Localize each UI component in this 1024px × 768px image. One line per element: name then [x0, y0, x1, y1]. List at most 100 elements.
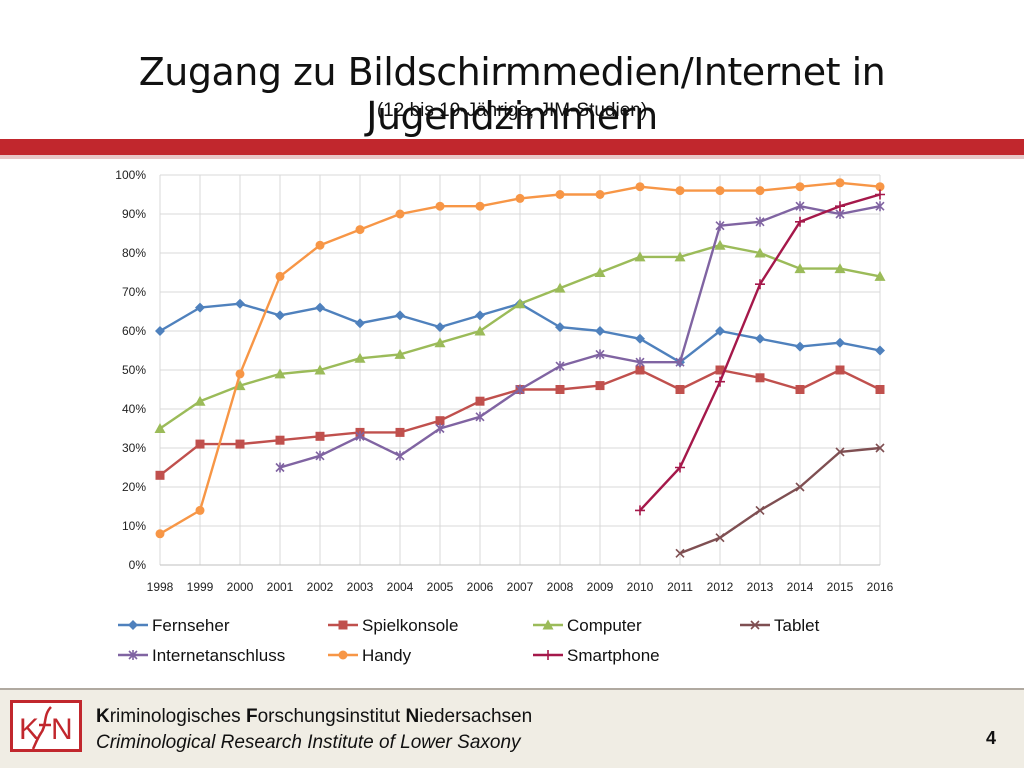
data-point-handy — [475, 201, 485, 211]
data-point-handy — [635, 182, 645, 192]
data-point-spielkonsole — [275, 435, 285, 445]
data-point-spielkonsole — [155, 470, 165, 480]
x-tick-label: 2013 — [747, 580, 774, 594]
data-point-internetanschluss — [635, 357, 645, 368]
data-point-handy — [795, 182, 805, 192]
data-point-computer — [634, 251, 646, 262]
data-point-computer — [554, 282, 566, 293]
kfn-logo: K N — [10, 700, 82, 752]
y-tick-label: 30% — [122, 441, 146, 455]
data-point-spielkonsole — [675, 385, 685, 394]
data-point-computer — [234, 380, 246, 391]
data-point-computer — [154, 423, 166, 433]
data-point-spielkonsole — [435, 416, 445, 426]
data-point-handy — [715, 186, 725, 196]
data-point-smartphone — [755, 279, 765, 290]
data-point-fernseher — [275, 310, 285, 321]
data-point-smartphone — [875, 189, 885, 200]
footer-bar: K N Kriminologisches Forschungsinstitut … — [0, 688, 1024, 768]
data-point-fernseher — [155, 326, 165, 336]
x-tick-label: 2000 — [227, 580, 254, 594]
data-point-handy — [355, 225, 365, 235]
data-point-internetanschluss — [515, 384, 525, 395]
institute-name-english: Criminological Research Institute of Low… — [96, 732, 521, 753]
data-point-computer — [314, 364, 326, 375]
data-point-computer — [594, 267, 606, 277]
x-tick-label: 2009 — [587, 580, 614, 594]
data-point-fernseher — [835, 337, 845, 348]
data-point-computer — [274, 368, 286, 379]
data-point-handy — [195, 505, 205, 515]
data-point-spielkonsole — [635, 365, 645, 375]
y-tick-label: 90% — [122, 207, 146, 221]
institute-initial: N — [405, 706, 420, 727]
data-point-computer — [834, 263, 846, 274]
y-tick-label: 60% — [122, 324, 146, 338]
data-point-internetanschluss — [275, 462, 285, 473]
data-point-spielkonsole — [595, 381, 605, 391]
data-point-handy — [595, 190, 605, 199]
data-point-fernseher — [395, 310, 405, 321]
data-point-computer — [394, 348, 406, 359]
data-point-spielkonsole — [755, 373, 765, 383]
data-point-computer — [754, 247, 766, 258]
y-tick-label: 10% — [122, 519, 146, 533]
x-tick-label: 1998 — [147, 580, 174, 594]
data-point-handy — [555, 190, 565, 199]
x-tick-label: 2006 — [467, 580, 494, 594]
legend-marker-smartphone — [543, 650, 553, 660]
data-point-fernseher — [195, 302, 205, 313]
data-point-fernseher — [435, 322, 445, 333]
series-line-internetanschluss — [279, 205, 881, 469]
data-point-handy — [395, 209, 405, 219]
x-tick-label: 2015 — [827, 580, 854, 594]
legend-label-fernseher: Fernseher — [152, 616, 230, 635]
data-point-computer — [474, 325, 486, 336]
x-tick-label: 2002 — [307, 580, 334, 594]
data-point-computer — [714, 239, 726, 250]
data-point-fernseher — [555, 322, 565, 333]
data-point-tablet — [795, 482, 805, 492]
data-point-spielkonsole — [235, 439, 245, 449]
data-point-fernseher — [475, 310, 485, 321]
y-tick-label: 50% — [122, 363, 146, 377]
svg-text:N: N — [51, 713, 73, 746]
data-point-internetanschluss — [755, 216, 765, 227]
data-point-handy — [155, 529, 165, 539]
data-point-handy — [835, 178, 845, 188]
institute-word-rest: iedersachsen — [419, 706, 533, 727]
data-point-fernseher — [755, 333, 765, 344]
institute-word-rest: orschungsinstitut — [257, 706, 406, 727]
data-point-tablet — [875, 443, 885, 453]
data-point-computer — [354, 352, 366, 363]
data-point-internetanschluss — [875, 201, 885, 212]
data-point-spielkonsole — [715, 365, 725, 375]
x-tick-label: 2012 — [707, 580, 734, 594]
legend-label-internetanschluss: Internetanschluss — [152, 646, 285, 665]
x-tick-label: 2007 — [507, 580, 534, 594]
data-point-spielkonsole — [395, 427, 405, 437]
data-point-fernseher — [795, 341, 805, 352]
legend-marker-handy — [338, 650, 348, 660]
series-line-tablet — [679, 446, 881, 555]
x-tick-label: 2014 — [787, 580, 814, 594]
legend-label-tablet: Tablet — [774, 616, 820, 635]
data-point-internetanschluss — [395, 450, 405, 461]
data-point-computer — [794, 263, 806, 274]
slide-subtitle: (12 bis 19-Jährige, JIM-Studien) — [376, 100, 648, 121]
institute-word-rest: riminologisches — [109, 706, 246, 727]
data-point-spielkonsole — [315, 431, 325, 441]
y-tick-label: 100% — [115, 168, 146, 182]
data-point-spielkonsole — [195, 439, 205, 449]
legend-label-handy: Handy — [362, 646, 412, 665]
data-point-fernseher — [875, 345, 885, 356]
data-point-tablet — [835, 447, 845, 457]
data-point-tablet — [675, 548, 685, 558]
institute-name-german: Kriminologisches Forschungsinstitut Nied… — [96, 706, 532, 728]
data-point-smartphone — [795, 216, 805, 227]
data-point-internetanschluss — [355, 431, 365, 442]
x-tick-label: 2016 — [867, 580, 894, 594]
kfn-logo-mark: K N — [19, 706, 73, 749]
x-tick-label: 2011 — [667, 580, 693, 594]
data-point-internetanschluss — [475, 411, 485, 422]
